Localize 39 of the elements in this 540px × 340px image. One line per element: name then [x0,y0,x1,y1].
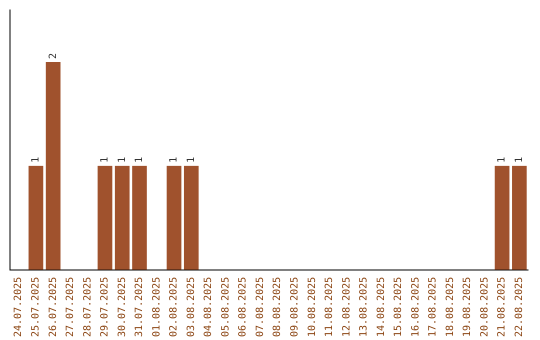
x-tick-label: 15.08.2025 [393,276,404,338]
x-tick-label: 30.07.2025 [116,276,128,338]
x-tick-label: 18.08.2025 [444,276,456,338]
x-tick-label: 16.08.2025 [410,276,422,338]
x-tick-label: 11.08.2025 [324,276,336,338]
x-tick-label: 21.08.2025 [496,276,508,338]
data-label: 1 [100,156,111,163]
x-tick-label: 26.07.2025 [48,276,59,338]
data-label: 1 [134,156,146,163]
x-tick-label: 24.07.2025 [13,276,24,338]
data-label: 2 [48,52,59,59]
x-tick-label: 22.08.2025 [514,276,525,338]
x-tick-label: 17.08.2025 [428,276,439,338]
x-tick-label: 20.08.2025 [479,276,490,338]
data-label: 1 [514,156,525,163]
x-tick-label: 19.08.2025 [462,276,474,338]
x-tick-label: 14.08.2025 [376,276,387,338]
x-tick-label: 07.08.2025 [254,276,266,338]
x-tick-label: 13.08.2025 [358,276,370,338]
x-tick-label: 08.08.2025 [272,276,284,338]
x-tick-label: 28.07.2025 [82,276,94,338]
x-tick-label: 02.08.2025 [168,276,180,338]
data-label: 1 [496,156,508,163]
data-label: 1 [186,156,197,163]
data-label: 1 [116,156,128,163]
x-tick-label: 06.08.2025 [238,276,249,338]
x-tick-label: 29.07.2025 [100,276,111,338]
x-tick-label: 09.08.2025 [289,276,300,338]
x-tick-label: 27.07.2025 [65,276,76,338]
x-tick-label: 01.08.2025 [151,276,162,338]
x-tick-label: 05.08.2025 [220,276,232,338]
data-label: 1 [30,156,42,163]
x-tick-label: 04.08.2025 [203,276,214,338]
x-tick-label: 12.08.2025 [341,276,352,338]
data-label: 1 [168,156,180,163]
x-tick-label: 31.07.2025 [134,276,146,338]
x-tick-label: 10.08.2025 [306,276,318,338]
x-tick-label: 03.08.2025 [186,276,197,338]
x-tick-label: 25.07.2025 [30,276,42,338]
